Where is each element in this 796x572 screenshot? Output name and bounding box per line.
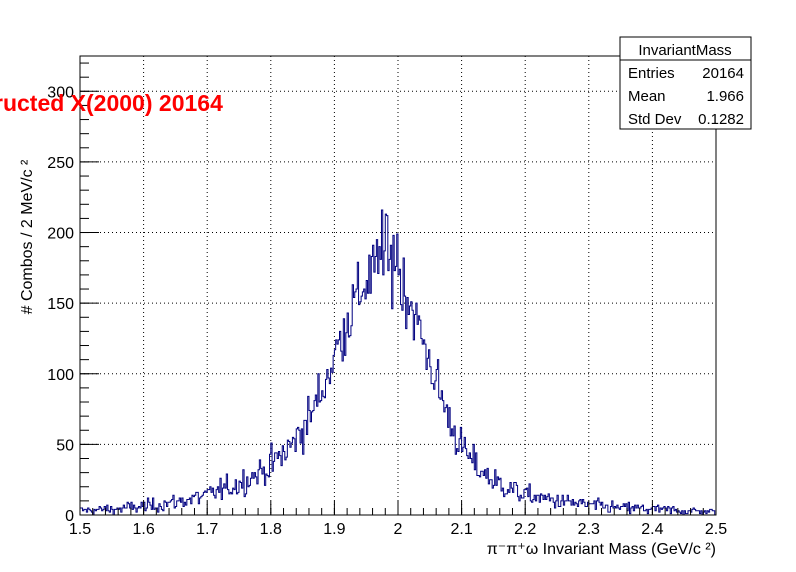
grid bbox=[80, 56, 716, 515]
stats-value-entries: 20164 bbox=[702, 65, 744, 82]
y-tick-label: 100 bbox=[47, 367, 74, 384]
y-axis-title: # Combos / 2 MeV/c ² bbox=[19, 159, 36, 314]
histogram-line bbox=[79, 209, 716, 516]
stats-label-entries: Entries bbox=[628, 65, 675, 82]
stats-label-stddev: Std Dev bbox=[628, 111, 682, 128]
stats-box-title: InvariantMass bbox=[638, 42, 731, 59]
stats-box: InvariantMass Entries 20164 Mean 1.966 S… bbox=[619, 36, 752, 130]
stats-value-stddev: 0.1282 bbox=[698, 111, 744, 128]
stats-label-mean: Mean bbox=[628, 88, 666, 105]
x-tick-label: 2.4 bbox=[641, 521, 663, 538]
y-tick-label: 0 bbox=[65, 508, 74, 525]
stats-value-mean: 1.966 bbox=[706, 88, 744, 105]
x-tick-labels: 1.5 1.6 1.7 1.8 1.9 2 2.1 2.2 2.3 2.4 2.5 bbox=[69, 521, 727, 538]
x-tick-label: 2.5 bbox=[705, 521, 727, 538]
x-tick-label: 2.3 bbox=[578, 521, 600, 538]
x-tick-label: 1.8 bbox=[260, 521, 282, 538]
chart-title: ructed X(2000) 20164 bbox=[0, 90, 223, 116]
y-tick-label: 250 bbox=[47, 155, 74, 172]
stats-box-frame bbox=[619, 36, 752, 130]
x-axis-title: π⁻π⁺ω Invariant Mass (GeV/c ²) bbox=[487, 541, 716, 558]
axis-ticks bbox=[79, 62, 717, 516]
x-tick-label: 2.1 bbox=[450, 521, 472, 538]
x-tick-label: 1.9 bbox=[323, 521, 345, 538]
x-tick-label: 2 bbox=[394, 521, 403, 538]
x-tick-label: 1.7 bbox=[196, 521, 218, 538]
y-tick-label: 50 bbox=[56, 437, 74, 454]
x-tick-label: 1.5 bbox=[69, 521, 91, 538]
y-tick-label: 300 bbox=[47, 84, 74, 101]
y-tick-label: 200 bbox=[47, 226, 74, 243]
x-tick-label: 1.6 bbox=[132, 521, 154, 538]
x-tick-label: 2.2 bbox=[514, 521, 536, 538]
y-tick-labels: 0 50 100 150 200 250 300 bbox=[47, 84, 74, 525]
y-tick-label: 150 bbox=[47, 296, 74, 313]
